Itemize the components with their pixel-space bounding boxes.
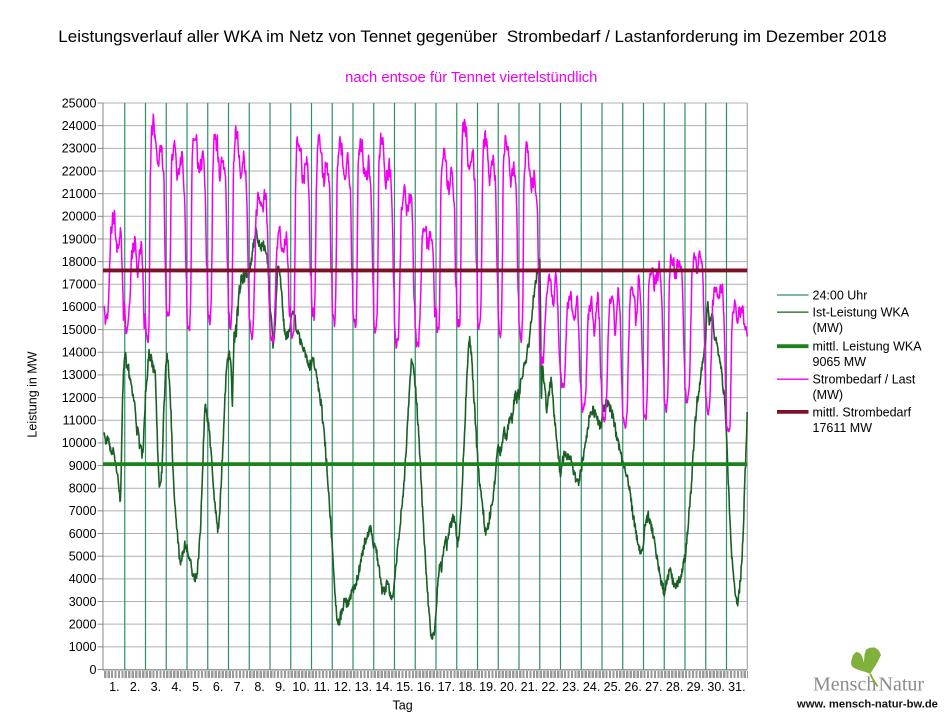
svg-text:26.: 26. [624, 680, 641, 694]
svg-text:9000: 9000 [69, 459, 97, 473]
svg-text:25000: 25000 [62, 96, 97, 110]
svg-text:1000: 1000 [69, 640, 97, 654]
svg-text:21.: 21. [521, 680, 538, 694]
svg-text:16.: 16. [417, 680, 434, 694]
svg-text:13.: 13. [355, 680, 372, 694]
svg-text:19.: 19. [479, 680, 496, 694]
svg-text:1.: 1. [109, 680, 119, 694]
svg-text:29.: 29. [687, 680, 704, 694]
svg-text:24000: 24000 [62, 119, 97, 133]
svg-text:17.: 17. [438, 680, 455, 694]
svg-text:11000: 11000 [63, 414, 97, 428]
svg-text:30.: 30. [707, 680, 724, 694]
svg-text:10.: 10. [292, 680, 309, 694]
svg-text:19000: 19000 [62, 232, 97, 246]
svg-text:5000: 5000 [69, 550, 97, 564]
svg-text:2.: 2. [130, 680, 140, 694]
svg-text:23.: 23. [562, 680, 579, 694]
svg-text:8000: 8000 [69, 482, 97, 496]
svg-text:Strombedarf / Last: Strombedarf / Last [813, 373, 916, 387]
svg-text:3.: 3. [151, 680, 161, 694]
svg-text:24:00 Uhr: 24:00 Uhr [813, 288, 868, 302]
svg-text:2000: 2000 [69, 617, 97, 631]
svg-text:12000: 12000 [62, 391, 97, 405]
svg-text:18000: 18000 [62, 255, 97, 269]
svg-text:28.: 28. [666, 680, 683, 694]
svg-text:31.: 31. [728, 680, 745, 694]
svg-text:22.: 22. [541, 680, 558, 694]
svg-text:0: 0 [90, 663, 97, 677]
svg-text:8.: 8. [254, 680, 264, 694]
svg-text:22000: 22000 [62, 164, 97, 178]
svg-text:12.: 12. [334, 680, 351, 694]
svg-text:16000: 16000 [62, 300, 97, 314]
svg-text:Tag: Tag [393, 699, 413, 713]
svg-text:17000: 17000 [62, 278, 97, 292]
svg-text:Mensch: Mensch [813, 674, 876, 696]
svg-text:27.: 27. [645, 680, 662, 694]
svg-text:18.: 18. [458, 680, 475, 694]
svg-text:mittl. Leistung WKA: mittl. Leistung WKA [813, 340, 923, 354]
svg-text:7000: 7000 [69, 504, 97, 518]
svg-text:24.: 24. [583, 680, 600, 694]
svg-text:(MW): (MW) [813, 321, 844, 335]
svg-text:11.: 11. [314, 680, 330, 694]
svg-text:17611 MW: 17611 MW [813, 421, 873, 435]
svg-text:(MW): (MW) [813, 388, 844, 402]
svg-text:9.: 9. [275, 680, 285, 694]
svg-text:Ist-Leistung WKA: Ist-Leistung WKA [813, 306, 910, 320]
svg-text:5.: 5. [192, 680, 202, 694]
svg-text:mittl. Strombedarf: mittl. Strombedarf [813, 405, 912, 419]
svg-text:7.: 7. [234, 680, 244, 694]
svg-text:23000: 23000 [62, 142, 97, 156]
svg-text:14000: 14000 [62, 346, 97, 360]
svg-text:21000: 21000 [62, 187, 97, 201]
svg-text:20000: 20000 [62, 210, 97, 224]
svg-text:Natur: Natur [879, 674, 925, 696]
svg-text:25.: 25. [604, 680, 621, 694]
svg-text:4.: 4. [171, 680, 181, 694]
svg-text:14.: 14. [375, 680, 392, 694]
svg-text:15000: 15000 [62, 323, 97, 337]
svg-text:9065 MW: 9065 MW [813, 355, 867, 369]
svg-text:13000: 13000 [62, 368, 97, 382]
svg-text:Leistung in MW: Leistung in MW [26, 351, 40, 437]
svg-text:15.: 15. [396, 680, 413, 694]
svg-text:4000: 4000 [69, 572, 97, 586]
svg-text:nach entsoe für Tennet viertel: nach entsoe für Tennet viertelstündlich [345, 70, 597, 86]
svg-text:www. mensch-natur-bw.de: www. mensch-natur-bw.de [796, 699, 938, 711]
svg-text:Leistungsverlauf aller WKA im: Leistungsverlauf aller WKA im Netz von T… [58, 27, 886, 46]
svg-text:3000: 3000 [69, 595, 97, 609]
svg-text:6000: 6000 [69, 527, 97, 541]
svg-text:6.: 6. [213, 680, 223, 694]
svg-text:20.: 20. [500, 680, 517, 694]
svg-text:10000: 10000 [62, 436, 97, 450]
